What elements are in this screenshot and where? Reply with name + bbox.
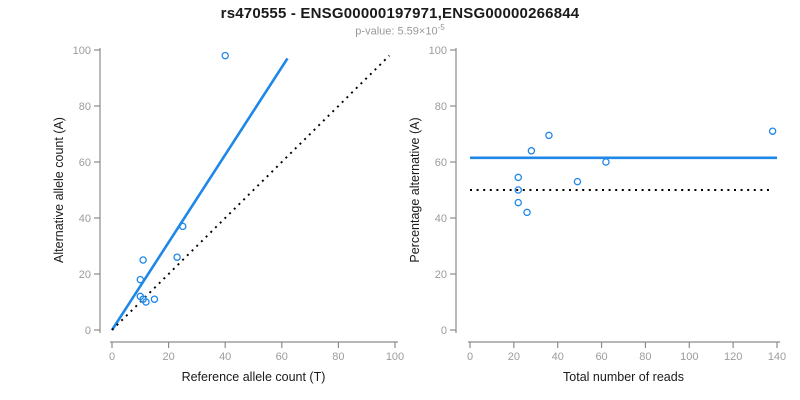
x-tick-label: 0 [109,351,115,363]
data-point [514,173,522,182]
data-point [523,208,531,217]
data-point [178,222,187,231]
data-point [527,147,536,155]
x-tick-label: 120 [724,351,742,363]
x-axis-title: Total number of reads [563,370,684,384]
x-tick-label: 20 [508,351,520,363]
pvalue-exponent: -5 [437,23,445,32]
y-tick-label: 100 [429,45,447,57]
x-tick-label: 60 [276,351,288,363]
pvalue-label: p-value: [355,25,398,38]
x-tick-label: 80 [332,351,344,363]
data-point [142,298,150,306]
x-tick-label: 60 [595,351,607,363]
y-tick-label: 0 [441,325,447,337]
x-tick-label: 100 [386,351,404,363]
pvalue-base: 5.59×10 [397,25,438,38]
figure-title: rs470555 - ENSG00000197971,ENSG000002668… [220,5,580,22]
right-plot-panel: 0 20 40 60 80 100 0 20 40 60 80 100 120 140 Total numb… [408,45,786,384]
y-tick-label: 60 [79,157,91,169]
x-tick-label: 40 [219,351,231,363]
data-point [514,186,522,194]
data-point [136,275,145,284]
x-tick-label: 80 [639,351,651,363]
data-point [514,198,522,207]
x-tick-label: 100 [680,351,698,363]
y-tick-label: 80 [435,101,447,113]
regression-line [110,57,289,331]
y-tick-label: 0 [85,325,91,337]
y-tick-label: 60 [435,157,447,169]
y-tick-label: 20 [79,269,91,281]
data-point [602,158,610,166]
y-axis-title: Alternative allele count (A) [52,117,66,263]
x-tick-label: 40 [552,351,564,363]
data-point [150,295,159,303]
y-tick-label: 20 [435,269,447,281]
left-plot-panel: 0 20 40 60 80 100 0 20 40 60 80 100 Reference allele… [52,45,404,384]
data-point [139,256,147,264]
y-tick-label: 80 [79,101,91,113]
data-point [573,177,582,186]
data-point [221,51,229,60]
y-tick-label: 100 [73,45,91,57]
x-axis-title: Reference allele count (T) [182,370,326,384]
y-tick-label: 40 [79,213,91,225]
x-tick-label: 140 [768,351,786,363]
x-tick-label: 20 [162,351,174,363]
x-tick-label: 0 [467,351,473,363]
data-point [545,131,553,140]
y-axis-title: Percentage alternative (A) [408,117,422,262]
identity-line [111,54,391,331]
figure-subtitle: p-value: 5.59×10-5 [0,23,800,38]
data-point [173,253,181,261]
data-point [768,127,777,135]
y-tick-label: 40 [435,213,447,225]
